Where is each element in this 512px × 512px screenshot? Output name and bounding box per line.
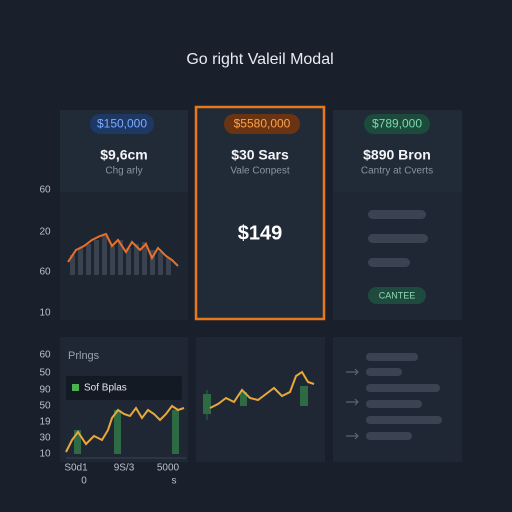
- axis-label: 60: [39, 350, 51, 361]
- placeholder: [368, 234, 428, 243]
- placeholder: [368, 258, 410, 267]
- card-caption: Chg arly: [105, 166, 142, 177]
- axis-label: 50: [39, 401, 51, 412]
- badge-text: $789,000: [372, 117, 422, 131]
- button[interactable]: [368, 287, 426, 304]
- line: [67, 232, 179, 267]
- card-caption: Cantry at Cverts: [361, 166, 433, 177]
- card-value: $9,6cm: [100, 147, 147, 163]
- axis-label: 19: [39, 417, 51, 428]
- axis-label: 10: [39, 449, 51, 460]
- placeholders: [366, 353, 442, 440]
- badge: [90, 114, 154, 134]
- card-selected[interactable]: [194, 105, 326, 321]
- card-caption: Vale Conpest: [230, 166, 290, 177]
- badge: [224, 114, 300, 134]
- tooltip-swatch: [72, 384, 79, 391]
- card-value: $30 Sars: [231, 147, 289, 163]
- badge-text: $150,000: [97, 117, 147, 131]
- card-value: $890 Bron: [363, 147, 431, 163]
- axis-label: 20: [39, 227, 51, 238]
- x-label: 9S/3: [114, 463, 135, 474]
- button-label[interactable]: CANTEE: [379, 290, 416, 300]
- badge: [364, 114, 430, 134]
- x-sub-label: 0: [81, 476, 87, 487]
- axis-label: 30: [39, 433, 51, 444]
- badge-text: $5580,000: [234, 117, 291, 131]
- axis-label: 60: [39, 185, 51, 196]
- tooltip-text: Sof Bplas: [84, 383, 127, 394]
- panel-title: Prlngs: [68, 350, 100, 362]
- line: [65, 404, 185, 453]
- axis-label: 50: [39, 368, 51, 379]
- title: Go right Valeil Modal: [186, 51, 333, 68]
- x-label: 5000: [157, 463, 180, 474]
- x-sub-label: s: [172, 476, 177, 487]
- placeholder: [368, 210, 426, 219]
- candles: [203, 386, 308, 420]
- axis-label: 60: [39, 267, 51, 278]
- arrows: [346, 368, 359, 440]
- tooltip: [66, 376, 182, 400]
- bars: [70, 236, 171, 275]
- line: [209, 370, 315, 409]
- candles: [74, 410, 179, 454]
- amount: $149: [238, 222, 283, 244]
- axis-label: 90: [39, 385, 51, 396]
- axis-label: 10: [39, 308, 51, 319]
- x-label: S0d1: [64, 463, 88, 474]
